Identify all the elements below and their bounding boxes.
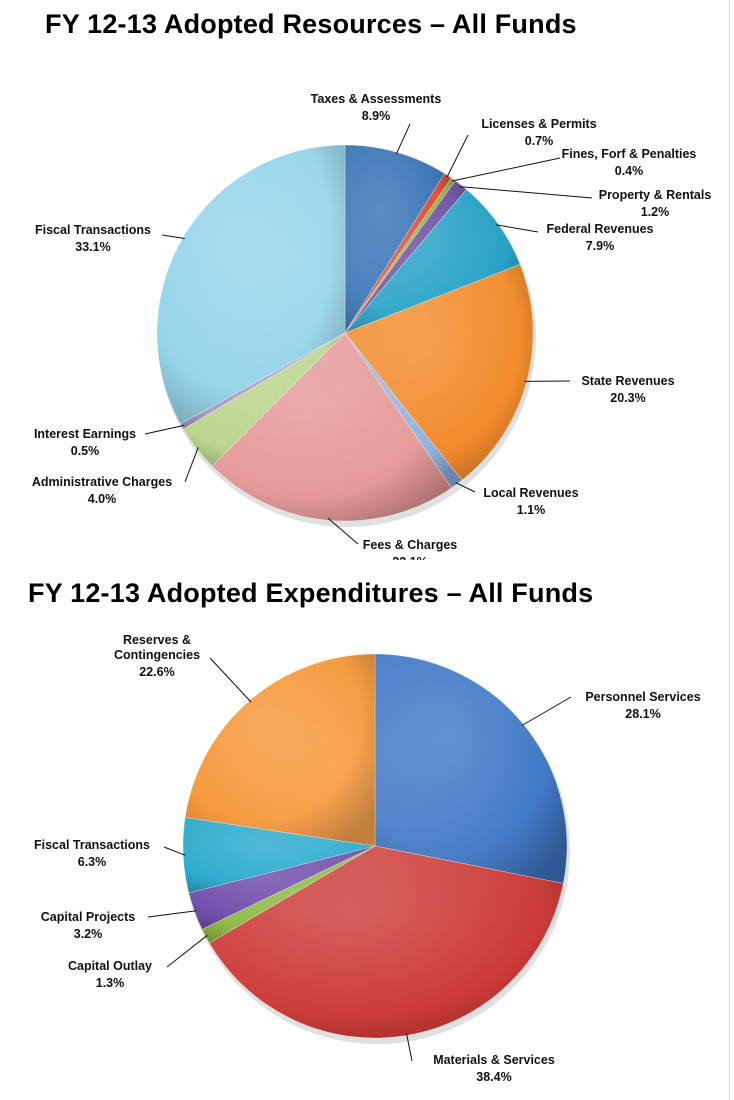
slice-label-capital-outlay: Capital Outlay 1.3% <box>68 959 152 990</box>
leader-line-administrative-charges <box>184 447 199 483</box>
slice-label-property-and-rentals: Property & Rentals 1.2% <box>599 188 712 219</box>
slice-value-capital-outlay: 1.3% <box>96 976 125 990</box>
slice-value-fines-forf-and-penalties: 0.4% <box>615 164 644 178</box>
leader-line-federal-revenues <box>496 224 539 233</box>
slice-value-property-and-rentals: 1.2% <box>641 205 670 219</box>
slice-value-fiscal-transactions: 33.1% <box>75 240 110 254</box>
slice-label-fiscal-transactions: Fiscal Transactions 6.3% <box>34 838 150 869</box>
slice-label-personnel-services: Personnel Services 28.1% <box>585 690 700 721</box>
slice-value-materials-and-services: 38.4% <box>476 1070 511 1084</box>
slice-value-federal-revenues: 7.9% <box>586 239 615 253</box>
leader-line-materials-and-services <box>406 1033 413 1062</box>
slice-label-interest-earnings: Interest Earnings 0.5% <box>34 427 136 458</box>
slice-label-licenses-and-permits: Licenses & Permits 0.7% <box>481 117 596 148</box>
pie-slices <box>182 653 568 1039</box>
slice-label-fines-forf-and-penalties: Fines, Forf & Penalties 0.4% <box>562 147 697 178</box>
leader-line-taxes-and-assessments <box>395 123 411 155</box>
slice-label-taxes-and-assessments: Taxes & Assessments 8.9% <box>311 92 442 123</box>
slice-value-state-revenues: 20.3% <box>610 391 645 405</box>
slice-label-administrative-charges: Administrative Charges 4.0% <box>32 475 172 506</box>
pie-slice-personnel-services <box>374 653 568 884</box>
slice-label-materials-and-services: Materials & Services 38.4% <box>433 1053 555 1084</box>
slice-value-administrative-charges: 4.0% <box>88 492 117 506</box>
leader-line-reserves-and-contingencies <box>209 657 252 703</box>
leader-line-property-and-rentals <box>459 186 593 199</box>
slice-label-fees-and-charges: Fees & Charges22.1% <box>363 538 458 560</box>
leader-line-fees-and-charges <box>327 517 359 545</box>
slice-value-taxes-and-assessments: 8.9% <box>362 109 391 123</box>
slice-value-licenses-and-permits: 0.7% <box>525 134 554 148</box>
expenditures-chart-title: FY 12-13 Adopted Expenditures – All Fund… <box>28 578 594 608</box>
pie-labels: Personnel Services 28.1% Materials & Servi… <box>34 633 701 1084</box>
leader-line-capital-projects <box>147 910 197 918</box>
slice-value-personnel-services: 28.1% <box>625 707 660 721</box>
slice-value-fiscal-transactions: 6.3% <box>78 855 107 869</box>
pie-labels: Taxes & Assessments 8.9% Licenses & Permit… <box>32 92 711 560</box>
leader-line-fines-forf-and-penalties <box>452 157 561 182</box>
leader-line-fiscal-transactions <box>163 846 186 856</box>
slice-label-fiscal-transactions: Fiscal Transactions 33.1% <box>35 223 151 254</box>
slice-label-local-revenues: Local Revenues 1.1% <box>483 486 578 517</box>
slice-value-capital-projects: 3.2% <box>74 927 103 941</box>
leader-line-fiscal-transactions <box>161 234 185 239</box>
expenditures-pie-chart: Personnel Services 28.1% Materials & Servi… <box>34 633 701 1084</box>
slice-label-reserves-and-contingencies: Reserves & Contingencies 22.6% <box>114 633 200 679</box>
leader-line-interest-earnings <box>144 425 184 435</box>
slice-label-state-revenues: State Revenues 20.3% <box>581 374 674 405</box>
leader-line-personnel-services <box>521 696 572 726</box>
slice-label-capital-projects: Capital Projects 3.2% <box>41 910 136 941</box>
slice-value-interest-earnings: 0.5% <box>71 444 100 458</box>
pie-slices <box>156 144 534 522</box>
resources-chart-title: FY 12-13 Adopted Resources – All Funds <box>45 9 577 39</box>
leader-line-capital-outlay <box>166 934 208 968</box>
slice-value-local-revenues: 1.1% <box>517 503 546 517</box>
slice-value-reserves-and-contingencies: 22.6% <box>139 665 174 679</box>
slice-value-fees-and-charges: 22.1% <box>392 555 427 560</box>
slice-label-federal-revenues: Federal Revenues 7.9% <box>547 222 654 253</box>
resources-pie-chart: Taxes & Assessments 8.9% Licenses & Permit… <box>32 92 711 560</box>
pie-slice-reserves-and-contingencies <box>184 653 376 847</box>
leader-line-licenses-and-permits <box>446 134 469 178</box>
leader-line-local-revenues <box>455 482 476 493</box>
